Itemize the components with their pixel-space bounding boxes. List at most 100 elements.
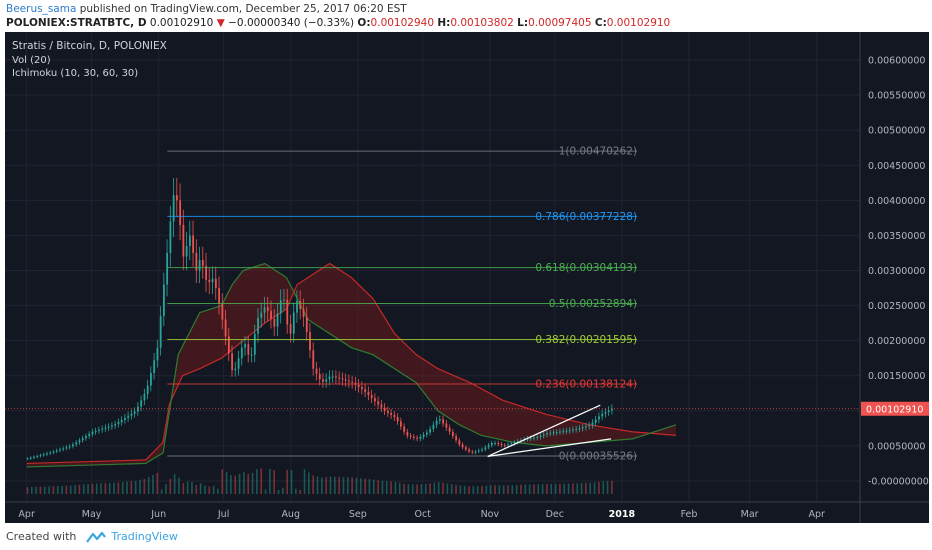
candle-body	[117, 422, 120, 425]
volume-bar	[502, 485, 505, 494]
volume-bar	[338, 476, 340, 494]
volume-bar	[35, 486, 37, 494]
volume-bar	[589, 482, 592, 494]
candle-body	[214, 278, 217, 289]
volume-bar	[481, 485, 483, 494]
volume-bar	[507, 485, 509, 494]
candle-body	[150, 372, 152, 386]
volume-bar	[191, 482, 193, 494]
volume-bar	[256, 469, 258, 494]
y-tick-label: 0.00350000	[868, 231, 925, 242]
volume-bar	[351, 477, 353, 494]
volume-bar	[407, 484, 410, 494]
volume-bar	[121, 482, 124, 494]
last-price-label: 0.00102910	[866, 404, 923, 415]
candle-body	[299, 301, 302, 310]
candle-body	[409, 435, 412, 437]
candle-body	[208, 279, 211, 283]
candle-body	[455, 436, 458, 441]
volume-bar	[217, 488, 219, 494]
candle-body	[75, 442, 78, 445]
x-tick-label: Apr	[18, 509, 35, 520]
volume-bar	[295, 488, 297, 494]
tradingview-brand[interactable]: TradingView	[111, 530, 178, 543]
volume-bar	[368, 479, 371, 494]
fib-level-label: 0(0.00035526)	[559, 451, 637, 463]
x-tick-label: Aug	[281, 509, 300, 520]
volume-bar	[221, 469, 224, 494]
y-tick-label: 0.00250000	[868, 301, 925, 312]
candle-body	[247, 344, 250, 355]
fib-level-label: 1(0.00470262)	[559, 146, 637, 158]
y-tick-label: 0.00300000	[868, 266, 925, 277]
volume-bar	[446, 483, 449, 494]
candle-body	[442, 419, 445, 424]
candle-body	[263, 307, 266, 313]
volume-bar	[165, 484, 167, 494]
volume-bar	[602, 481, 605, 494]
candle-body	[604, 412, 607, 414]
candle-body	[374, 398, 376, 402]
candle-body	[448, 427, 451, 432]
volume-bar	[56, 486, 59, 494]
candle-body	[283, 299, 285, 301]
candle-body	[510, 443, 513, 445]
author-link[interactable]: Beerus_sama	[6, 3, 77, 15]
candle-body	[260, 312, 263, 318]
price-change: −0.00000340 (−0.33%)	[228, 17, 355, 29]
candle-body	[335, 376, 337, 378]
candle-body	[188, 235, 191, 246]
candle-body	[419, 436, 422, 439]
candle-body	[315, 368, 318, 374]
candle-body	[104, 427, 107, 429]
price-chart[interactable]: 0.00600000 0.00550000 0.00500000 0.00450000…	[5, 32, 929, 523]
volume-bar	[381, 480, 384, 494]
chart-panel[interactable]: 0.00600000 0.00550000 0.00500000 0.00450000…	[5, 32, 929, 523]
candle-body	[59, 449, 61, 451]
volume-bar	[563, 483, 566, 494]
y-tick-label: 0.00600000	[868, 56, 925, 67]
candle-body	[383, 407, 386, 411]
fib-level-label: 0.786(0.00377228)	[535, 211, 637, 223]
candle-body	[309, 331, 311, 351]
candle-body	[403, 426, 406, 432]
volume-bar	[95, 483, 98, 494]
volume-bar	[550, 483, 553, 494]
volume-bar	[74, 485, 76, 494]
ichimoku-span-b-line	[26, 262, 677, 468]
volume-bar	[459, 485, 462, 494]
candle-body	[72, 444, 74, 447]
volume-bar	[204, 485, 206, 494]
volume-bar	[325, 476, 327, 494]
candle-body	[529, 438, 532, 440]
volume-bar	[572, 483, 574, 494]
volume-bar	[82, 484, 85, 494]
volume-bar	[126, 481, 128, 494]
candle-body	[124, 417, 126, 420]
volume-bar	[606, 481, 609, 494]
volume-bar	[455, 484, 457, 494]
volume-bar	[312, 475, 314, 494]
candle-body	[601, 413, 604, 417]
candle-body	[607, 410, 610, 413]
candle-body	[487, 445, 490, 448]
volume-bar	[117, 482, 120, 494]
low-value: 0.00097405	[528, 17, 592, 29]
volume-bar	[385, 481, 388, 494]
candle-body	[581, 427, 584, 429]
close-value: 0.00102910	[606, 17, 671, 29]
candle-body	[471, 451, 474, 453]
volume-bar	[593, 482, 596, 494]
candle-body	[224, 319, 227, 337]
volume-bar	[576, 483, 579, 494]
volume-bar	[537, 484, 540, 494]
candle-body	[205, 265, 208, 280]
candle-body	[91, 431, 94, 434]
x-tick-label: Sep	[349, 509, 367, 520]
candle-body	[257, 317, 259, 334]
volume-bar	[303, 469, 306, 494]
volume-bar	[234, 475, 237, 494]
candle-body	[500, 444, 503, 446]
candle-body	[513, 442, 516, 444]
tradingview-logo-icon	[85, 531, 106, 543]
